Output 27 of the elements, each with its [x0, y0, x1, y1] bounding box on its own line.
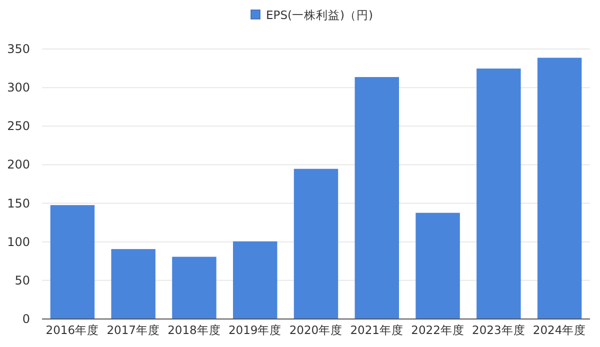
- x-tick-label: 2022年度: [411, 323, 464, 337]
- y-tick-label: 250: [7, 119, 30, 134]
- x-tick-label: 2021年度: [350, 323, 404, 337]
- y-tick-label: 0: [22, 312, 30, 326]
- bar: [50, 205, 95, 320]
- bar: [111, 249, 156, 320]
- x-tick-label: 2016年度: [46, 323, 100, 337]
- bar: [294, 168, 338, 320]
- bar: [232, 241, 278, 320]
- bar: [476, 68, 521, 320]
- y-tick-label: 200: [7, 158, 30, 172]
- x-tick-label: 2024年度: [532, 323, 586, 337]
- legend: EPS(一株利益)（円): [250, 8, 373, 22]
- bar: [537, 58, 582, 320]
- y-tick-label: 50: [14, 273, 30, 288]
- x-tick-label: 2020年度: [289, 323, 343, 337]
- bar: [416, 212, 460, 320]
- x-tick-label: 2017年度: [106, 323, 160, 337]
- bar: [354, 77, 400, 320]
- x-tick-label: 2018年度: [168, 323, 221, 337]
- x-tick-label: 2023年度: [472, 323, 526, 337]
- y-tick-label: 300: [7, 80, 30, 95]
- bar: [172, 256, 216, 320]
- y-tick-label: 150: [7, 196, 30, 210]
- x-tick-label: 2019年度: [228, 323, 282, 337]
- y-tick-label: 350: [7, 42, 30, 56]
- y-tick-label: 100: [7, 234, 30, 249]
